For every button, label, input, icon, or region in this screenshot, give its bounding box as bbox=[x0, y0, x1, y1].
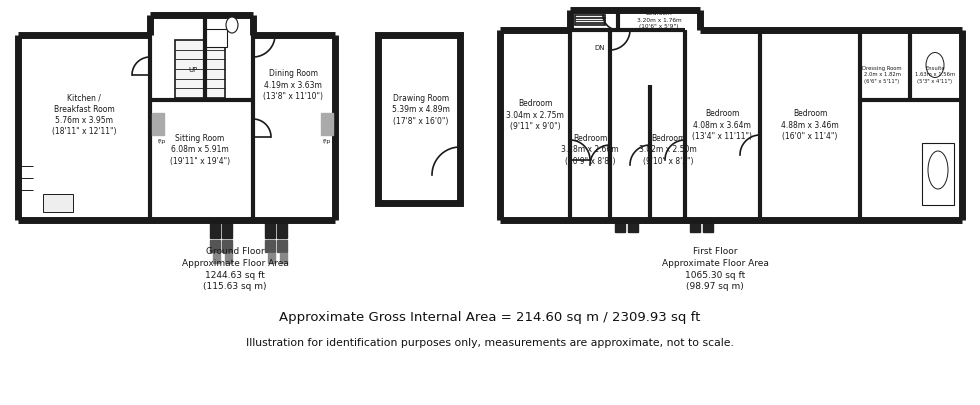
Bar bbox=[213, 253, 220, 263]
Bar bbox=[575, 15, 605, 25]
Bar bbox=[43, 194, 73, 212]
Text: f/p: f/p bbox=[322, 139, 331, 145]
Text: Illustration for identification purposes only, measurements are approximate, not: Illustration for identification purposes… bbox=[246, 338, 734, 348]
Ellipse shape bbox=[226, 17, 238, 33]
Ellipse shape bbox=[926, 53, 944, 77]
Text: Bedroom
3.28m x 2.66m
(10'9" x 8'8"): Bedroom 3.28m x 2.66m (10'9" x 8'8") bbox=[562, 134, 618, 166]
Text: Approximate Gross Internal Area = 214.60 sq m / 2309.93 sq ft: Approximate Gross Internal Area = 214.60… bbox=[279, 311, 701, 324]
Text: Bedroom
3.20m x 1.76m
(10'6" x 5'9"): Bedroom 3.20m x 1.76m (10'6" x 5'9") bbox=[637, 11, 681, 29]
Text: Dressing Room
2.0m x 1.82m
(6'6" x 5'11"): Dressing Room 2.0m x 1.82m (6'6" x 5'11"… bbox=[862, 66, 902, 84]
Bar bbox=[321, 113, 333, 135]
Bar bbox=[922, 143, 954, 205]
Text: Bedroom
3.02m x 2.50m
(9'10" x 8'2"): Bedroom 3.02m x 2.50m (9'10" x 8'2") bbox=[639, 134, 697, 166]
Text: Sitting Room
6.08m x 5.91m
(19'11" x 19'4"): Sitting Room 6.08m x 5.91m (19'11" x 19'… bbox=[170, 134, 230, 166]
Bar bbox=[280, 253, 287, 263]
Bar bbox=[265, 220, 275, 238]
Bar bbox=[615, 220, 625, 232]
Bar bbox=[222, 240, 232, 252]
Bar bbox=[222, 220, 232, 238]
Text: Kitchen /
Breakfast Room
5.76m x 3.95m
(18'11" x 12'11"): Kitchen / Breakfast Room 5.76m x 3.95m (… bbox=[52, 94, 117, 136]
Text: UP: UP bbox=[188, 67, 198, 73]
Bar bbox=[175, 40, 225, 98]
Bar bbox=[210, 240, 220, 252]
Bar bbox=[628, 220, 638, 232]
Bar bbox=[703, 220, 713, 232]
Text: Bedroom
4.88m x 3.46m
(16'0" x 11'4"): Bedroom 4.88m x 3.46m (16'0" x 11'4") bbox=[781, 109, 839, 141]
Text: Bedroom
4.08m x 3.64m
(13'4" x 11'11"): Bedroom 4.08m x 3.64m (13'4" x 11'11") bbox=[692, 109, 752, 141]
Bar bbox=[690, 220, 700, 232]
Text: f/p: f/p bbox=[158, 139, 167, 145]
Text: Drawing Room
5.39m x 4.89m
(17'8" x 16'0"): Drawing Room 5.39m x 4.89m (17'8" x 16'0… bbox=[392, 94, 450, 126]
Text: Ground Floor
Approximate Floor Area
1244.63 sq ft
(115.63 sq m): Ground Floor Approximate Floor Area 1244… bbox=[181, 247, 288, 292]
Bar bbox=[378, 35, 460, 203]
Text: First Floor
Approximate Floor Area
1065.30 sq ft
(98.97 sq m): First Floor Approximate Floor Area 1065.… bbox=[662, 247, 768, 292]
Text: Bedroom
3.04m x 2.75m
(9'11" x 9'0"): Bedroom 3.04m x 2.75m (9'11" x 9'0") bbox=[506, 99, 564, 130]
Bar bbox=[210, 220, 220, 238]
Bar bbox=[225, 253, 232, 263]
Bar bbox=[265, 240, 275, 252]
Bar bbox=[205, 29, 227, 47]
Text: Dining Room
4.19m x 3.63m
(13'8" x 11'10"): Dining Room 4.19m x 3.63m (13'8" x 11'10… bbox=[263, 69, 323, 100]
Bar bbox=[277, 240, 287, 252]
Bar bbox=[268, 253, 275, 263]
Text: Ensuite
1.63m x 1.56m
(5'3" x 4'11"): Ensuite 1.63m x 1.56m (5'3" x 4'11") bbox=[915, 66, 956, 84]
Text: DN: DN bbox=[595, 45, 606, 51]
Ellipse shape bbox=[928, 151, 948, 189]
Bar bbox=[152, 113, 164, 135]
Bar bbox=[277, 220, 287, 238]
